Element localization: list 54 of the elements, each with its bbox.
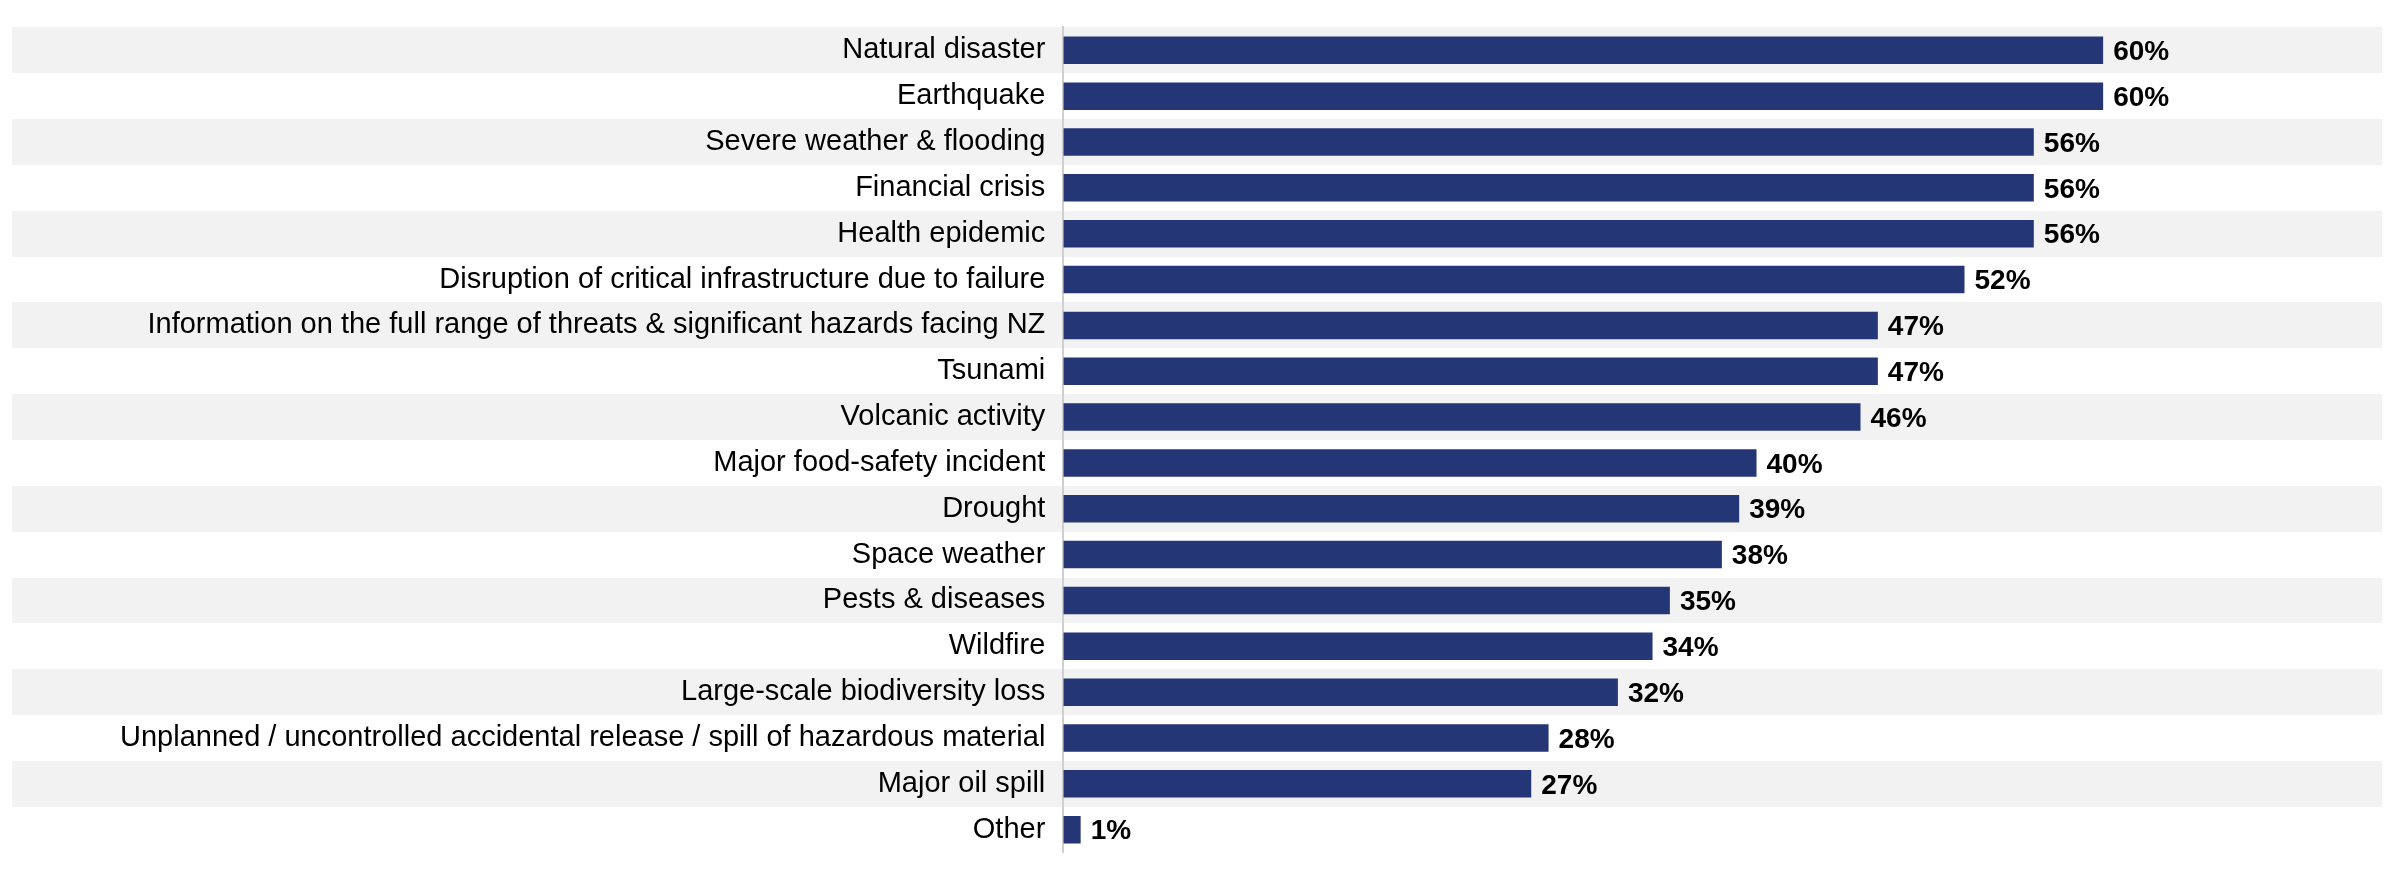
data-label: 47% <box>1887 310 1944 342</box>
data-label: 56% <box>2043 126 2100 158</box>
data-label: 39% <box>1749 493 1806 525</box>
y-tick-label: Disruption of critical infrastructure due to failure <box>439 261 1046 294</box>
bar <box>1063 632 1653 661</box>
data-label: 60% <box>2113 80 2170 112</box>
bar <box>1063 174 2034 202</box>
y-tick-label: Information on the full range of threats & significant hazards facing NZ <box>147 307 1046 340</box>
data-label: 28% <box>1558 722 1615 754</box>
y-tick-label: Financial crisis <box>855 169 1046 202</box>
data-label: 47% <box>1887 355 1944 387</box>
bar <box>1063 219 2034 248</box>
bar <box>1063 128 2034 156</box>
bar <box>1063 265 1965 294</box>
data-label: 60% <box>2113 35 2170 67</box>
y-tick-label: Tsunami <box>937 353 1046 386</box>
data-label: 35% <box>1679 585 1737 617</box>
y-tick-label: Drought <box>942 490 1046 523</box>
bar <box>1063 495 1740 523</box>
data-label: 46% <box>1870 401 1927 433</box>
data-label: 32% <box>1627 676 1685 708</box>
y-tick-label: Earthquake <box>897 78 1046 111</box>
bar <box>1063 36 2104 65</box>
bar <box>1063 357 1878 385</box>
y-tick-label: Other <box>972 811 1046 844</box>
data-label: 38% <box>1731 539 1789 571</box>
y-tick-label: Unplanned / uncontrolled accidental release / spill of hazardous material <box>120 719 1046 752</box>
data-label: 52% <box>1974 264 2031 296</box>
bar <box>1063 403 1861 431</box>
y-tick-label: Large-scale biodiversity loss <box>681 674 1046 707</box>
y-tick-label: Natural disaster <box>842 32 1046 65</box>
bar <box>1063 815 1081 844</box>
bar <box>1063 540 1722 569</box>
data-label: 56% <box>2043 172 2100 204</box>
y-tick-label: Health epidemic <box>837 215 1046 248</box>
y-tick-label: Major food-safety incident <box>713 444 1046 477</box>
bar <box>1063 586 1670 615</box>
data-label: 1% <box>1090 814 1132 846</box>
bar <box>1063 82 2104 110</box>
data-label: 56% <box>2043 218 2100 250</box>
bar <box>1063 724 1549 752</box>
y-tick-label: Pests & diseases <box>822 582 1046 615</box>
bar <box>1063 449 1757 477</box>
y-tick-label: Volcanic activity <box>840 399 1046 432</box>
bar <box>1063 311 1878 340</box>
y-tick-label: Major oil spill <box>877 765 1046 798</box>
bar <box>1063 770 1532 798</box>
bar <box>1063 678 1618 706</box>
y-tick-label: Severe weather & flooding <box>705 124 1046 157</box>
y-tick-label: Space weather <box>851 536 1046 569</box>
data-label: 27% <box>1541 768 1598 800</box>
data-label: 34% <box>1662 631 1719 663</box>
data-label: 40% <box>1766 447 1823 479</box>
y-tick-label: Wildfire <box>948 628 1046 661</box>
